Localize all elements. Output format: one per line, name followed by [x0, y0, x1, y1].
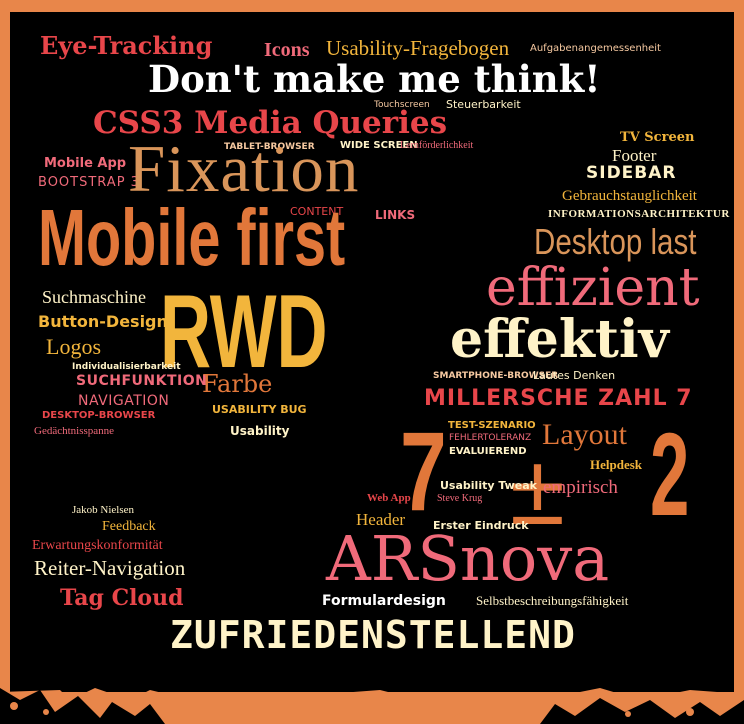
word-informationsarchitektur: INFORMATIONSARCHITEKTUR — [548, 208, 730, 220]
word-header: Header — [356, 510, 406, 529]
word-tv-screen: TV Screen — [620, 130, 695, 145]
black-board-background — [10, 12, 734, 692]
word-selbstbeschreibungsfaehigkeit: Selbstbeschreibungsfähigkeit — [476, 593, 629, 608]
word-fehlertoleranz: FEHLERTOLERANZ — [449, 433, 532, 443]
word-desktop-last: Desktop last — [534, 224, 732, 260]
word-wide-screen: WIDE SCREEN — [340, 140, 418, 151]
word-usability-tweak: Usability Tweak — [440, 479, 538, 492]
word-desktop-last-text: Desktop last — [534, 221, 697, 262]
word-lautes-denken: Lautes Denken — [533, 369, 616, 382]
word-usability: Usability — [230, 424, 290, 438]
word-navigation: NAVIGATION — [78, 393, 170, 409]
word-steuerbarkeit: Steuerbarkeit — [446, 98, 521, 111]
word-mobile-app: Mobile App — [44, 156, 127, 171]
word-lernfoerderlichkeit: Lernförderlichkeit — [400, 140, 474, 151]
word-reiter-navigation: Reiter-Navigation — [34, 556, 186, 580]
word-fixation: Fixation — [128, 132, 360, 206]
word-effizient: effizient — [486, 258, 700, 318]
word-layout: Layout — [542, 418, 627, 451]
word-tablet-browser: TABLET-BROWSER — [224, 142, 315, 152]
word-empirisch: empirisch — [543, 477, 618, 498]
word-arsnova: ARSnova — [326, 522, 610, 595]
word-two: 2 — [650, 416, 716, 534]
word-sidebar: SIDEBAR — [586, 163, 677, 183]
word-icons: Icons — [264, 39, 310, 61]
word-seven: 7 — [400, 416, 462, 528]
word-aufgabenangemessenheit: Aufgabenangemessenheit — [530, 43, 661, 54]
word-touchscreen: Touchscreen — [374, 100, 430, 110]
word-effektiv: effektiv — [450, 309, 669, 370]
word-web-app: Web App — [367, 492, 411, 504]
word-plus-minus: ± — [510, 434, 565, 546]
word-gedaechtnisspanne: Gedächtnisspanne — [34, 425, 115, 437]
word-gebrauchstauglichkeit: Gebrauchstauglichkeit — [562, 188, 697, 204]
word-suchfunktion: SUCHFUNKTION — [76, 373, 208, 389]
word-logos: Logos — [46, 334, 101, 359]
word-seven-text: 7 — [400, 409, 447, 534]
word-content: CONTENT — [290, 205, 344, 218]
word-bootstrap-3: BOOTSTRAP 3 — [38, 175, 140, 190]
word-mobile-first: Mobile first — [38, 198, 465, 278]
word-links: LINKS — [375, 208, 416, 222]
word-button-design: Button-Design — [38, 312, 168, 331]
word-eye-tracking: Eye-Tracking — [40, 31, 213, 60]
word-zufriedenstellend: ZUFRIEDENSTELLEND — [170, 613, 576, 657]
word-tag-cloud: Tag Cloud — [60, 585, 184, 611]
word-css3-media-queries: CSS3 Media Queries — [93, 105, 448, 141]
word-individualisierbarkeit: Individualisierbarkeit — [72, 362, 181, 372]
word-helpdesk: Helpdesk — [590, 457, 643, 472]
word-jakob-nielsen: Jakob Nielsen — [72, 504, 135, 516]
word-feedback: Feedback — [102, 519, 156, 534]
word-mobile-first-text: Mobile first — [38, 193, 346, 282]
word-rwd: RWD — [160, 280, 407, 384]
word-footer: Footer — [612, 146, 657, 165]
word-usability-fragebogen: Usability-Fragebogen — [326, 36, 510, 60]
word-usability-bug: USABILITY BUG — [212, 403, 307, 416]
word-farbe: Farbe — [202, 370, 273, 398]
word-formulardesign: Formulardesign — [322, 593, 446, 609]
word-erster-eindruck: Erster Eindruck — [433, 519, 529, 532]
word-two-text: 2 — [650, 409, 690, 541]
word-desktop-browser: DESKTOP-BROWSER — [42, 410, 156, 421]
word-dont-make-me-think: Don't make me think! — [148, 57, 601, 101]
word-evaluierend: EVALUIEREND — [449, 446, 527, 457]
word-rwd-text: RWD — [160, 274, 328, 390]
word-erwartungskonformitaet: Erwartungskonformität — [32, 538, 163, 553]
word-suchmaschine: Suchmaschine — [42, 287, 146, 307]
word-millersche-zahl: MILLERSCHE ZAHL 7 — [424, 386, 693, 411]
word-steve-krug: Steve Krug — [437, 493, 483, 504]
word-test-szenario: TEST-SZENARIO — [448, 420, 536, 431]
word-smartphone-browser: SMARTPHONE-BROWSER — [433, 371, 559, 381]
